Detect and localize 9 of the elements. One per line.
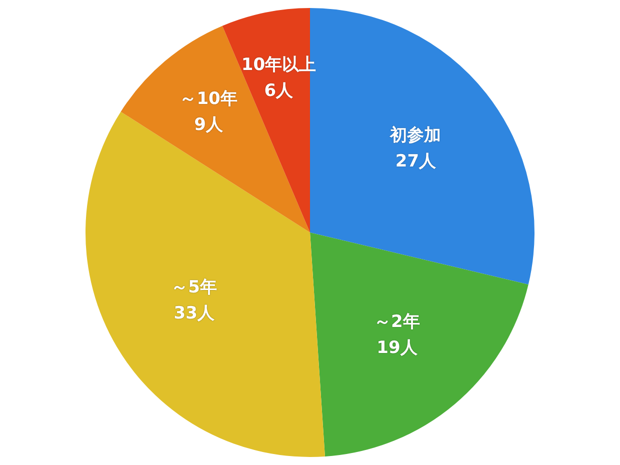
slice-label: ～10年: [180, 88, 238, 109]
slice-label: ～5年: [171, 278, 218, 298]
data-label: 27人: [395, 151, 438, 172]
slice-label: ～2年: [374, 312, 420, 332]
data-label: 19人: [376, 338, 418, 358]
data-label: 6人: [264, 80, 294, 101]
data-label: 33人: [174, 304, 216, 324]
slice-label: 初参加: [389, 125, 442, 146]
data-label: 9人: [194, 114, 224, 135]
